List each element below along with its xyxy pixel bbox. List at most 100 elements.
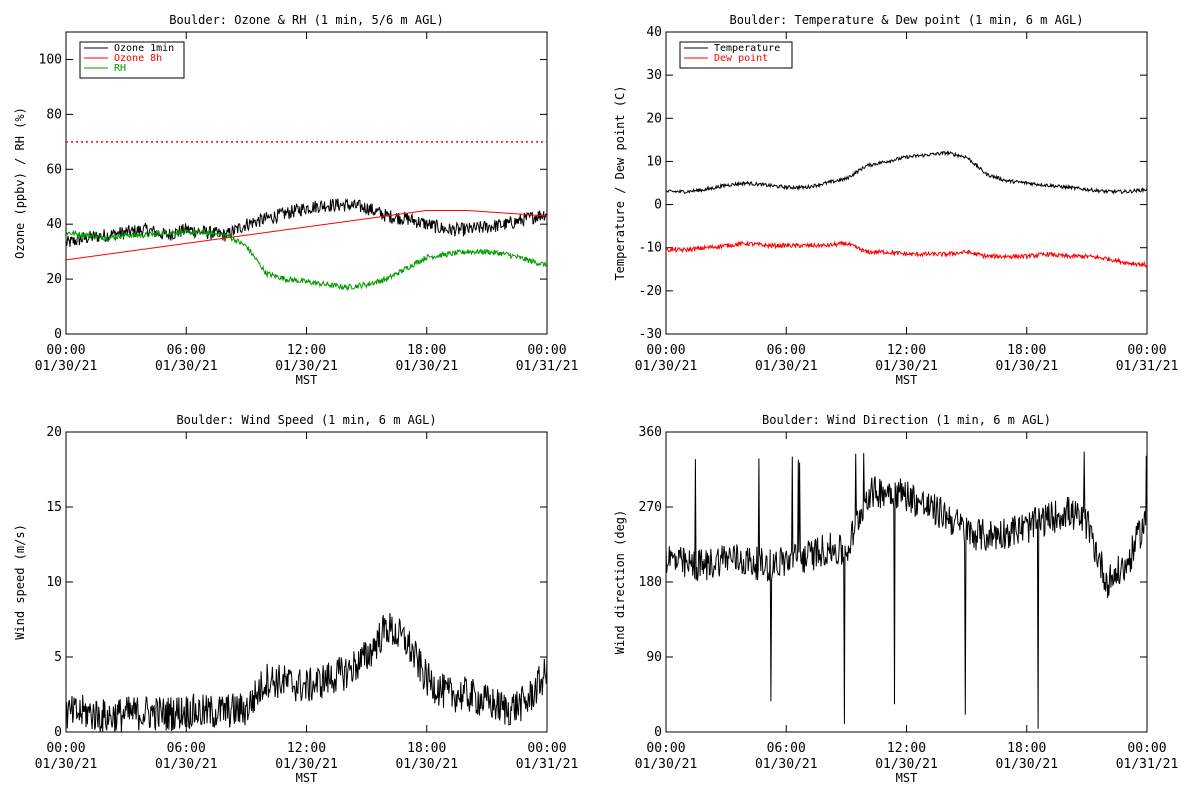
y-tick-label: 80 (46, 107, 62, 122)
y-tick-label: 90 (646, 650, 662, 665)
x-tick-time: 00:00 (46, 343, 85, 358)
plot-area (66, 612, 547, 732)
legend-entry: Temperature (714, 43, 780, 54)
series-line-series (66, 612, 547, 732)
plot-area (666, 451, 1147, 729)
series-line-dew-point (666, 239, 1147, 268)
x-tick-date: 01/30/21 (275, 757, 338, 772)
y-tick-label: 360 (639, 425, 662, 440)
x-tick-date: 01/30/21 (155, 757, 218, 772)
plot-frame (665, 431, 1148, 733)
series-line-ozone-1min (66, 198, 547, 247)
x-tick-date: 01/31/21 (516, 757, 579, 772)
chart-title: Boulder: Wind Direction (1 min, 6 m AGL) (762, 413, 1051, 427)
x-tick-time: 12:00 (287, 741, 326, 756)
x-tick-date: 01/30/21 (995, 757, 1058, 772)
y-tick-label: -30 (639, 327, 662, 342)
x-tick-date: 01/30/21 (395, 757, 458, 772)
plot-area (666, 150, 1147, 268)
x-tick-date: 01/30/21 (275, 359, 338, 374)
plot-frame (665, 31, 1148, 335)
y-tick-label: 180 (639, 575, 662, 590)
y-tick-label: 0 (54, 327, 62, 342)
y-tick-label: 40 (646, 25, 662, 40)
x-tick-date: 01/30/21 (875, 757, 938, 772)
legend-box (679, 41, 793, 69)
y-axis-label: Wind direction (deg) (613, 510, 627, 655)
y-axis-label: Wind speed (m/s) (13, 524, 27, 640)
y-tick-label: 0 (654, 198, 662, 213)
series-line-rh (66, 228, 547, 292)
x-tick-time: 06:00 (167, 343, 206, 358)
series-line-series (666, 451, 1147, 729)
y-tick-label: 15 (46, 500, 62, 515)
x-tick-time: 18:00 (1007, 741, 1046, 756)
y-tick-label: 10 (646, 154, 662, 169)
y-tick-label: 20 (46, 425, 62, 440)
chart-panel: Boulder: Wind Speed (1 min, 6 m AGL) 0 5 10… (13, 413, 578, 785)
x-tick-date: 01/30/21 (635, 757, 698, 772)
y-tick-label: 10 (46, 575, 62, 590)
chart-panel: Boulder: Temperature & Dew point (1 min,… (613, 13, 1178, 387)
x-tick-date: 01/30/21 (35, 757, 98, 772)
x-tick-time: 00:00 (527, 343, 566, 358)
y-tick-label: -20 (639, 284, 662, 299)
chart-panel: Boulder: Ozone & RH (1 min, 5/6 m AGL) 0 2… (13, 13, 578, 387)
series-line-temperature (666, 150, 1147, 195)
x-tick-time: 00:00 (646, 343, 685, 358)
y-axis-label: Temperature / Dew point (C) (613, 85, 627, 280)
x-axis-label: MST (296, 373, 318, 387)
x-axis-label: MST (896, 771, 918, 785)
x-tick-time: 00:00 (46, 741, 85, 756)
series-line-ozone-8h (66, 210, 547, 261)
y-tick-label: 0 (654, 725, 662, 740)
x-tick-date: 01/31/21 (516, 359, 579, 374)
y-axis-label: Ozone (ppbv) / RH (%) (13, 107, 27, 259)
y-tick-label: 5 (54, 650, 62, 665)
x-tick-time: 00:00 (1127, 741, 1166, 756)
x-tick-time: 18:00 (1007, 343, 1046, 358)
x-tick-date: 01/30/21 (35, 359, 98, 374)
x-tick-date: 01/30/21 (755, 757, 818, 772)
legend-entry: Ozone 8h (114, 53, 162, 64)
x-tick-date: 01/30/21 (395, 359, 458, 374)
x-tick-time: 00:00 (646, 741, 685, 756)
chart-title: Boulder: Wind Speed (1 min, 6 m AGL) (176, 413, 436, 427)
y-tick-label: 100 (39, 52, 62, 67)
x-tick-date: 01/31/21 (1116, 359, 1179, 374)
y-tick-label: 0 (54, 725, 62, 740)
chart-title: Boulder: Ozone & RH (1 min, 5/6 m AGL) (169, 13, 444, 27)
x-tick-time: 06:00 (767, 741, 806, 756)
x-tick-time: 12:00 (287, 343, 326, 358)
legend-entry: RH (114, 63, 126, 74)
x-tick-date: 01/31/21 (1116, 757, 1179, 772)
x-tick-time: 06:00 (767, 343, 806, 358)
x-tick-date: 01/30/21 (755, 359, 818, 374)
x-tick-date: 01/30/21 (995, 359, 1058, 374)
x-tick-date: 01/30/21 (155, 359, 218, 374)
y-tick-label: 270 (639, 500, 662, 515)
y-tick-label: 20 (46, 272, 62, 287)
y-tick-label: -10 (639, 241, 662, 256)
legend-entry: Dew point (714, 53, 768, 64)
legend-entry: Ozone 1min (114, 43, 174, 54)
chart-title: Boulder: Temperature & Dew point (1 min,… (729, 13, 1083, 27)
y-tick-label: 60 (46, 162, 62, 177)
x-axis-label: MST (296, 771, 318, 785)
x-tick-time: 06:00 (167, 741, 206, 756)
chart-panel: Boulder: Wind Direction (1 min, 6 m AGL)… (613, 413, 1178, 785)
y-tick-label: 30 (646, 68, 662, 83)
x-tick-time: 18:00 (407, 741, 446, 756)
x-tick-time: 18:00 (407, 343, 446, 358)
x-axis-label: MST (896, 373, 918, 387)
x-tick-time: 12:00 (887, 741, 926, 756)
y-tick-label: 40 (46, 217, 62, 232)
plot-area (66, 141, 547, 292)
y-tick-label: 20 (646, 111, 662, 126)
x-tick-time: 00:00 (527, 741, 566, 756)
x-tick-time: 00:00 (1127, 343, 1166, 358)
x-tick-date: 01/30/21 (635, 359, 698, 374)
x-tick-time: 12:00 (887, 343, 926, 358)
x-tick-date: 01/30/21 (875, 359, 938, 374)
